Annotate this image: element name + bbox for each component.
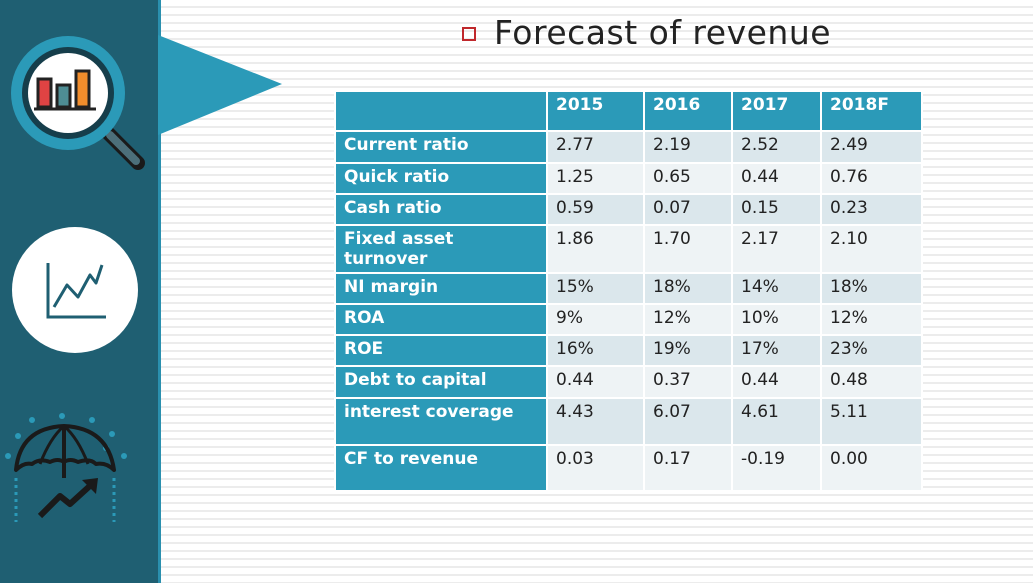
- line-chart-icon: [12, 227, 138, 353]
- table-cell: 0.44: [731, 365, 822, 399]
- header-cell: 2016: [643, 90, 733, 132]
- table-cell: 0.17: [643, 444, 733, 492]
- sidebar-edge: [158, 0, 161, 583]
- table-cell: 5.11: [820, 397, 923, 446]
- table-cell: 17%: [731, 334, 822, 367]
- table-cell: 12%: [820, 303, 923, 336]
- row-label: ROE: [334, 334, 548, 367]
- slide-title: Forecast of revenue: [462, 10, 831, 54]
- table-cell: 0.76: [820, 162, 923, 195]
- row-label: Debt to capital: [334, 365, 548, 399]
- table-row: ROE 16% 19% 17% 23%: [334, 334, 923, 367]
- table-cell: 6.07: [643, 397, 733, 446]
- header-cell: 2017: [731, 90, 822, 132]
- row-label: Current ratio: [334, 130, 548, 164]
- table-cell: 0.07: [643, 193, 733, 226]
- table-header-row: 2015 2016 2017 2018F: [334, 90, 923, 132]
- table-cell: 0.44: [546, 365, 645, 399]
- pointer-triangle: [158, 35, 282, 135]
- table-row: Debt to capital 0.44 0.37 0.44 0.48: [334, 365, 923, 399]
- table-row: CF to revenue 0.03 0.17 -0.19 0.00: [334, 444, 923, 492]
- table-cell: 0.48: [820, 365, 923, 399]
- row-label: Cash ratio: [334, 193, 548, 226]
- table-row: Quick ratio 1.25 0.65 0.44 0.76: [334, 162, 923, 195]
- table-row: Current ratio 2.77 2.19 2.52 2.49: [334, 130, 923, 164]
- table-cell: 1.70: [643, 224, 733, 274]
- row-label: NI margin: [334, 272, 548, 305]
- bullet-square-icon: [462, 27, 476, 41]
- table-cell: 0.44: [731, 162, 822, 195]
- table-cell: 9%: [546, 303, 645, 336]
- table-cell: -0.19: [731, 444, 822, 492]
- row-label: Quick ratio: [334, 162, 548, 195]
- table-cell: 15%: [546, 272, 645, 305]
- umbrella-growth-icon: [5, 413, 127, 522]
- table-cell: 1.25: [546, 162, 645, 195]
- row-label: Fixed asset turnover: [334, 224, 548, 274]
- magnifier-chart-icon: [11, 36, 145, 170]
- table-cell: 2.19: [643, 130, 733, 164]
- table-row: interest coverage 4.43 6.07 4.61 5.11: [334, 397, 923, 446]
- table-cell: 2.17: [731, 224, 822, 274]
- row-label: interest coverage: [334, 397, 548, 446]
- table-cell: 2.52: [731, 130, 822, 164]
- table-cell: 0.23: [820, 193, 923, 226]
- table-cell: 16%: [546, 334, 645, 367]
- table-cell: 19%: [643, 334, 733, 367]
- table-cell: 2.49: [820, 130, 923, 164]
- table-row: Fixed asset turnover 1.86 1.70 2.17 2.10: [334, 224, 923, 274]
- title-text: Forecast of revenue: [494, 12, 832, 52]
- table-cell: 18%: [643, 272, 733, 305]
- table-row: NI margin 15% 18% 14% 18%: [334, 272, 923, 305]
- table-cell: 0.03: [546, 444, 645, 492]
- row-label: ROA: [334, 303, 548, 336]
- table-cell: 0.59: [546, 193, 645, 226]
- header-cell: 2018F: [820, 90, 923, 132]
- table-cell: 4.61: [731, 397, 822, 446]
- table-cell: 1.86: [546, 224, 645, 274]
- header-cell: [334, 90, 548, 132]
- row-label: CF to revenue: [334, 444, 548, 492]
- ratio-table: 2015 2016 2017 2018F Current ratio 2.77 …: [334, 90, 923, 492]
- table-cell: 12%: [643, 303, 733, 336]
- table-row: Cash ratio 0.59 0.07 0.15 0.23: [334, 193, 923, 226]
- table-cell: 2.77: [546, 130, 645, 164]
- table-cell: 0.15: [731, 193, 822, 226]
- table-cell: 18%: [820, 272, 923, 305]
- table-cell: 0.37: [643, 365, 733, 399]
- header-cell: 2015: [546, 90, 645, 132]
- table-cell: 14%: [731, 272, 822, 305]
- table-row: ROA 9% 12% 10% 12%: [334, 303, 923, 336]
- table-cell: 0.00: [820, 444, 923, 492]
- table-cell: 0.65: [643, 162, 733, 195]
- table-cell: 10%: [731, 303, 822, 336]
- table-cell: 23%: [820, 334, 923, 367]
- table-cell: 4.43: [546, 397, 645, 446]
- table-cell: 2.10: [820, 224, 923, 274]
